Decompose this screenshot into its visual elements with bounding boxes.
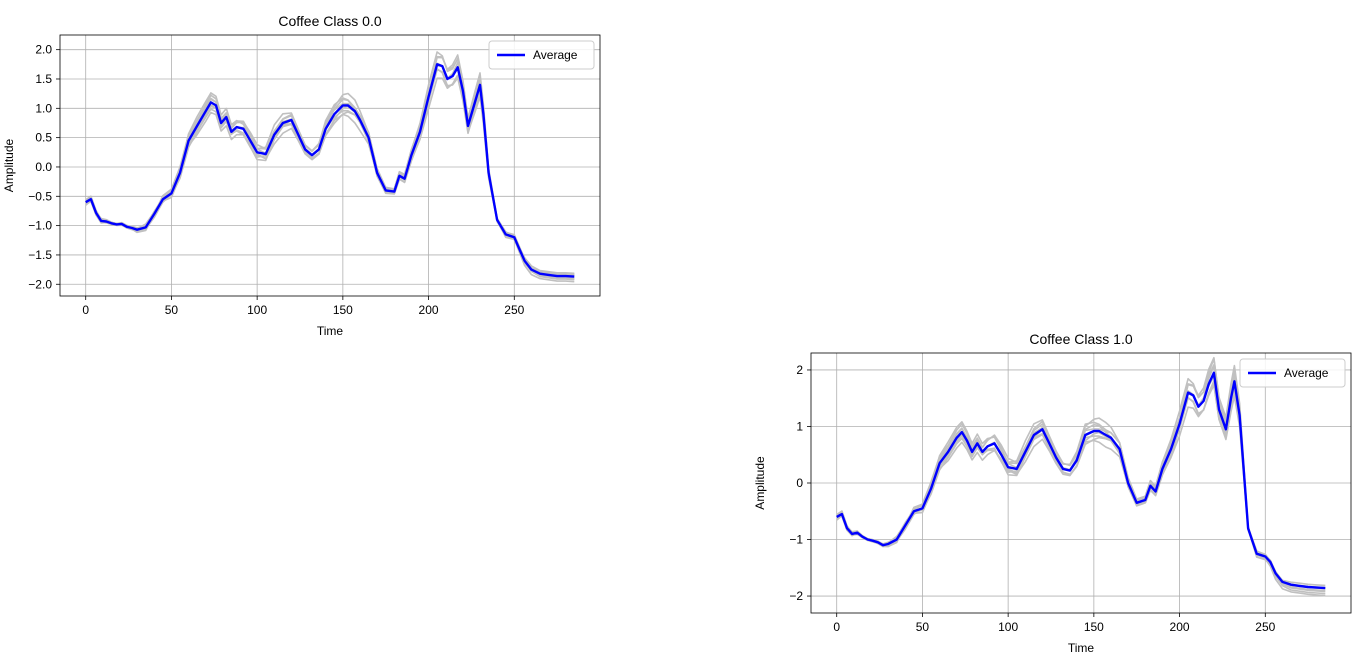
y-tick-label: −1 — [789, 533, 803, 547]
chart-title: Coffee Class 1.0 — [1029, 331, 1132, 347]
plot-frame — [59, 34, 601, 297]
y-tick-label: 1 — [796, 419, 803, 433]
x-axis-label: Time — [1068, 641, 1095, 655]
y-tick-label: −2.0 — [28, 277, 52, 291]
sample-series-line — [836, 357, 1326, 597]
chart-0: 0 50 100 150 200 250 −2.0 −1.5 −1.0 −0.5 0.0 0.5 1.0… — [2, 13, 601, 338]
x-tick-label: 100 — [247, 303, 267, 317]
chart-title: Coffee Class 0.0 — [278, 13, 381, 29]
legend-box — [488, 40, 595, 70]
y-tick-label: −2 — [789, 589, 803, 603]
x-tick-label: 200 — [1170, 620, 1190, 634]
x-tick-label: 250 — [1255, 620, 1275, 634]
y-tick-label: −1.5 — [28, 248, 52, 262]
x-tick-label: 100 — [998, 620, 1018, 634]
x-tick-label: 0 — [82, 303, 89, 317]
y-axis-label: Amplitude — [2, 139, 16, 193]
y-tick-label: −1.0 — [28, 219, 52, 233]
y-tick-label: 1.5 — [35, 72, 52, 86]
legend-box — [1239, 358, 1346, 388]
average-series-line — [85, 63, 575, 278]
x-tick-label: 50 — [165, 303, 179, 317]
y-tick-label: 0.0 — [35, 160, 52, 174]
x-tick-label: 150 — [1084, 620, 1104, 634]
x-tick-label: 200 — [419, 303, 439, 317]
y-tick-label: 2 — [796, 363, 803, 377]
chart-1: 0 50 100 150 200 250 −2 −1 0 1 2 Coffee Class 1.0 Ti… — [753, 331, 1352, 655]
x-tick-label: 150 — [333, 303, 353, 317]
y-axis-label: Amplitude — [753, 456, 767, 510]
legend-label-average: Average — [1284, 366, 1329, 380]
x-axis-label: Time — [317, 324, 344, 338]
y-tick-label: 0 — [796, 476, 803, 490]
sample-series-line — [836, 383, 1326, 589]
y-tick-label: −0.5 — [28, 189, 52, 203]
x-tick-label: 250 — [504, 303, 524, 317]
legend-label-average: Average — [533, 48, 578, 62]
average-series-line — [836, 371, 1326, 590]
y-tick-label: 2.0 — [35, 43, 52, 57]
y-tick-label: 1.0 — [35, 101, 52, 115]
x-tick-label: 50 — [916, 620, 930, 634]
x-tick-label: 0 — [833, 620, 840, 634]
y-tick-label: 0.5 — [35, 131, 52, 145]
